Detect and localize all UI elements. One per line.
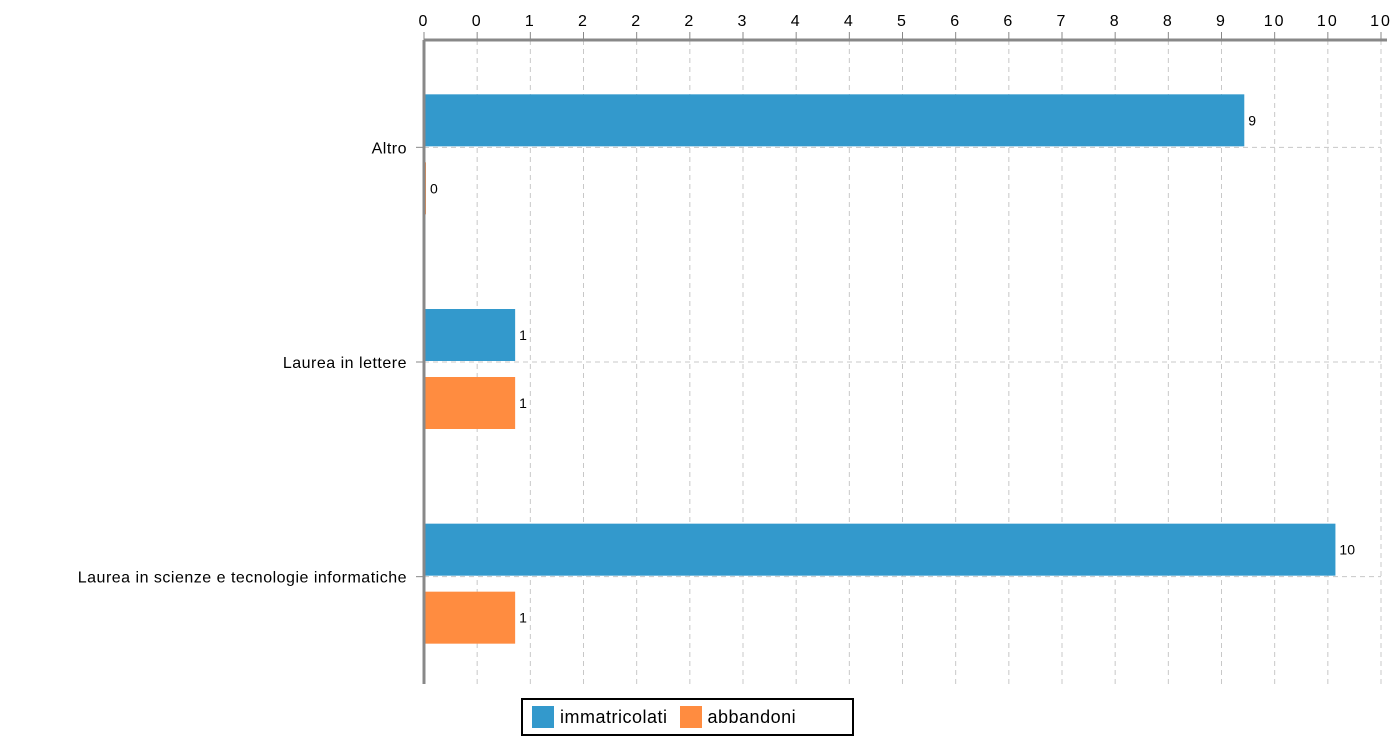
data-label-abbandoni-1: 1 xyxy=(519,395,527,411)
bar-immatricolati-0 xyxy=(424,94,1245,147)
data-label-immatricolati-2: 10 xyxy=(1339,542,1355,558)
x-tick-label: 1 xyxy=(525,13,536,30)
x-tick-label: 0 xyxy=(419,13,430,30)
x-tick-label: 0 xyxy=(472,13,483,30)
data-label-abbandoni-0: 0 xyxy=(430,180,438,196)
legend-item-abbandoni: abbandoni xyxy=(679,706,797,728)
legend-item-immatricolati: immatricolati xyxy=(532,706,668,728)
data-label-abbandoni-2: 1 xyxy=(519,610,527,626)
legend-swatch-immatricolati xyxy=(532,706,554,728)
x-tick-label: 5 xyxy=(897,13,908,30)
legend-swatch-abbandoni xyxy=(679,706,702,728)
x-tick-label: 2 xyxy=(631,13,642,30)
x-tick-label: 7 xyxy=(1057,13,1068,30)
x-tick-label: 2 xyxy=(684,13,695,30)
bar-immatricolati-1 xyxy=(424,309,516,361)
legend-label-immatricolati: immatricolati xyxy=(560,706,668,727)
x-tick-label: 4 xyxy=(791,13,802,30)
x-tick-label: 3 xyxy=(738,13,749,30)
x-tick-label: 8 xyxy=(1163,13,1174,30)
legend: immatricolati abbandoni xyxy=(521,698,854,736)
legend-label-abbandoni: abbandoni xyxy=(707,706,797,727)
bar-abbandoni-2 xyxy=(424,591,516,644)
x-tick-label: 2 xyxy=(578,13,589,30)
x-tick-label: 4 xyxy=(844,13,855,30)
x-tick-label: 6 xyxy=(950,13,961,30)
bar-immatricolati-2 xyxy=(424,523,1336,576)
x-tick-label: 10 xyxy=(1317,13,1339,30)
x-tick-label: 10 xyxy=(1370,13,1392,30)
x-tick-label: 9 xyxy=(1216,13,1227,30)
x-tick-label: 10 xyxy=(1264,13,1286,30)
x-tick-label: 8 xyxy=(1110,13,1121,30)
y-category-label: Laurea in scienze e tecnologie informati… xyxy=(78,570,407,587)
y-category-label: Laurea in lettere xyxy=(283,355,407,372)
x-tick-label: 6 xyxy=(1003,13,1014,30)
data-label-immatricolati-1: 1 xyxy=(519,327,527,343)
y-category-label: Altro xyxy=(372,140,407,157)
data-label-immatricolati-0: 9 xyxy=(1248,112,1256,128)
bar-abbandoni-1 xyxy=(424,377,516,429)
